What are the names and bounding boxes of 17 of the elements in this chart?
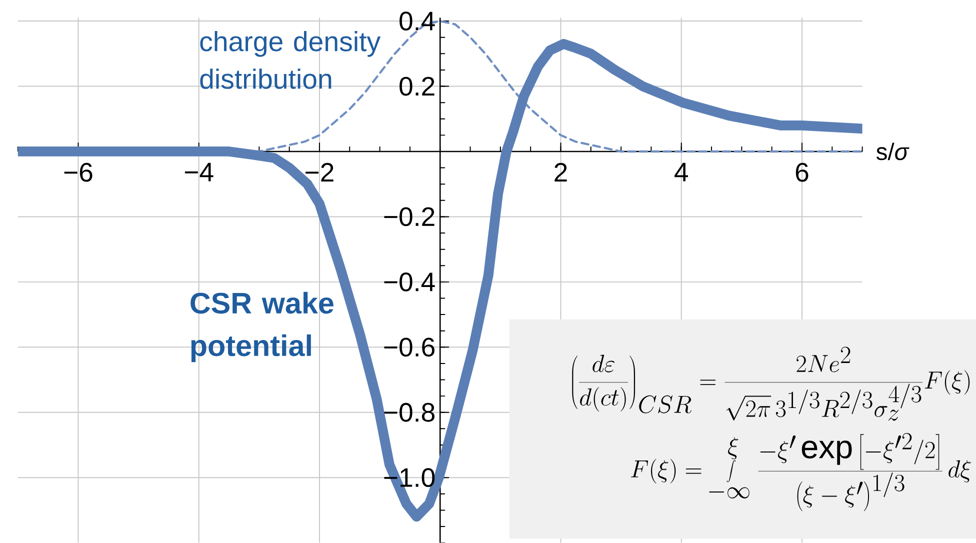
x-tick-label: 4	[674, 162, 688, 182]
annotation: $F(\xi)=\int\limits_{-\infty}^{\xi}\frac{-\xi'\exp\left[-\xi'^{2}/2\right]}{\left(\xi-\xi'\right)^{1/3}}\,d\xi$	[630, 433, 971, 512]
series-label: CSR wake potential	[190, 292, 334, 362]
x-tick-label: 6	[796, 162, 808, 182]
x-tick-label: 2	[554, 162, 567, 182]
series-label: charge density distribution	[200, 31, 381, 90]
annotation: $\left(\frac{d\varepsilon}{d(ct)}\right)_{CSR}=\frac{2Ne^{2}}{\sqrt{2\pi}\,3^{1/3}R^{2/3}\sigma_{z}^{4/3}}F(\xi)$	[572, 346, 970, 421]
x-tick-label: −2	[306, 162, 334, 182]
y-tick-label: −0.6	[384, 338, 434, 357]
x-axis-title: s/σ	[876, 142, 910, 160]
y-tick-label: −0.2	[384, 207, 434, 226]
y-tick-label: 0.4	[400, 12, 435, 31]
x-tick-label: −6	[64, 162, 92, 182]
y-tick-label: −0.4	[384, 272, 435, 292]
x-tick-label: −4	[184, 162, 214, 182]
y-tick-label: −0.8	[384, 403, 434, 422]
y-tick-label: 0.2	[400, 76, 434, 96]
